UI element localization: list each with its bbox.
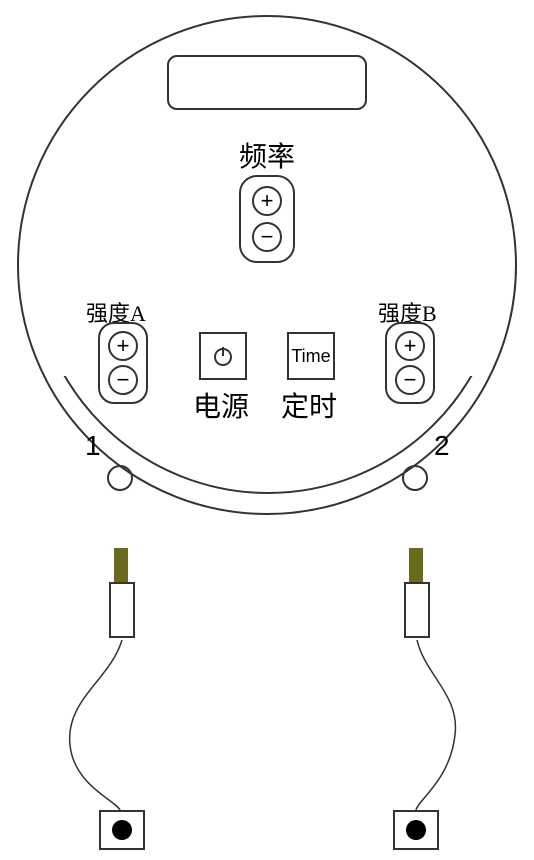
wire-2-path bbox=[416, 640, 455, 810]
electrode-dot-2 bbox=[406, 820, 426, 840]
electrode-pad-1 bbox=[99, 810, 145, 850]
frequency-label: 频率 bbox=[0, 135, 534, 175]
power-icon bbox=[211, 344, 235, 368]
intensity-a-plus-button[interactable]: + bbox=[108, 331, 138, 361]
plug-body-1 bbox=[109, 582, 135, 638]
intensity-b-group: + − bbox=[385, 322, 435, 404]
power-label: 电源 bbox=[193, 385, 249, 425]
plug-tip-1 bbox=[114, 548, 128, 582]
timer-button[interactable]: Time bbox=[287, 332, 335, 380]
frequency-minus-button[interactable]: − bbox=[252, 222, 282, 252]
power-button[interactable] bbox=[199, 332, 247, 380]
intensity-a-minus-button[interactable]: − bbox=[108, 365, 138, 395]
wire-1-path bbox=[70, 640, 122, 810]
timer-label: 定时 bbox=[281, 385, 337, 425]
electrode-pad-2 bbox=[393, 810, 439, 850]
port-2-label: 2 bbox=[434, 430, 450, 462]
intensity-b-plus-button[interactable]: + bbox=[395, 331, 425, 361]
lcd-display bbox=[167, 55, 367, 110]
plug-tip-2 bbox=[409, 548, 423, 582]
electrode-dot-1 bbox=[112, 820, 132, 840]
frequency-plus-button[interactable]: + bbox=[252, 186, 282, 216]
output-port-1[interactable] bbox=[107, 465, 133, 491]
port-1-label: 1 bbox=[85, 430, 101, 462]
output-port-2[interactable] bbox=[402, 465, 428, 491]
intensity-b-minus-button[interactable]: − bbox=[395, 365, 425, 395]
plug-body-2 bbox=[404, 582, 430, 638]
frequency-control-group: + − bbox=[239, 175, 295, 263]
intensity-a-group: + − bbox=[98, 322, 148, 404]
